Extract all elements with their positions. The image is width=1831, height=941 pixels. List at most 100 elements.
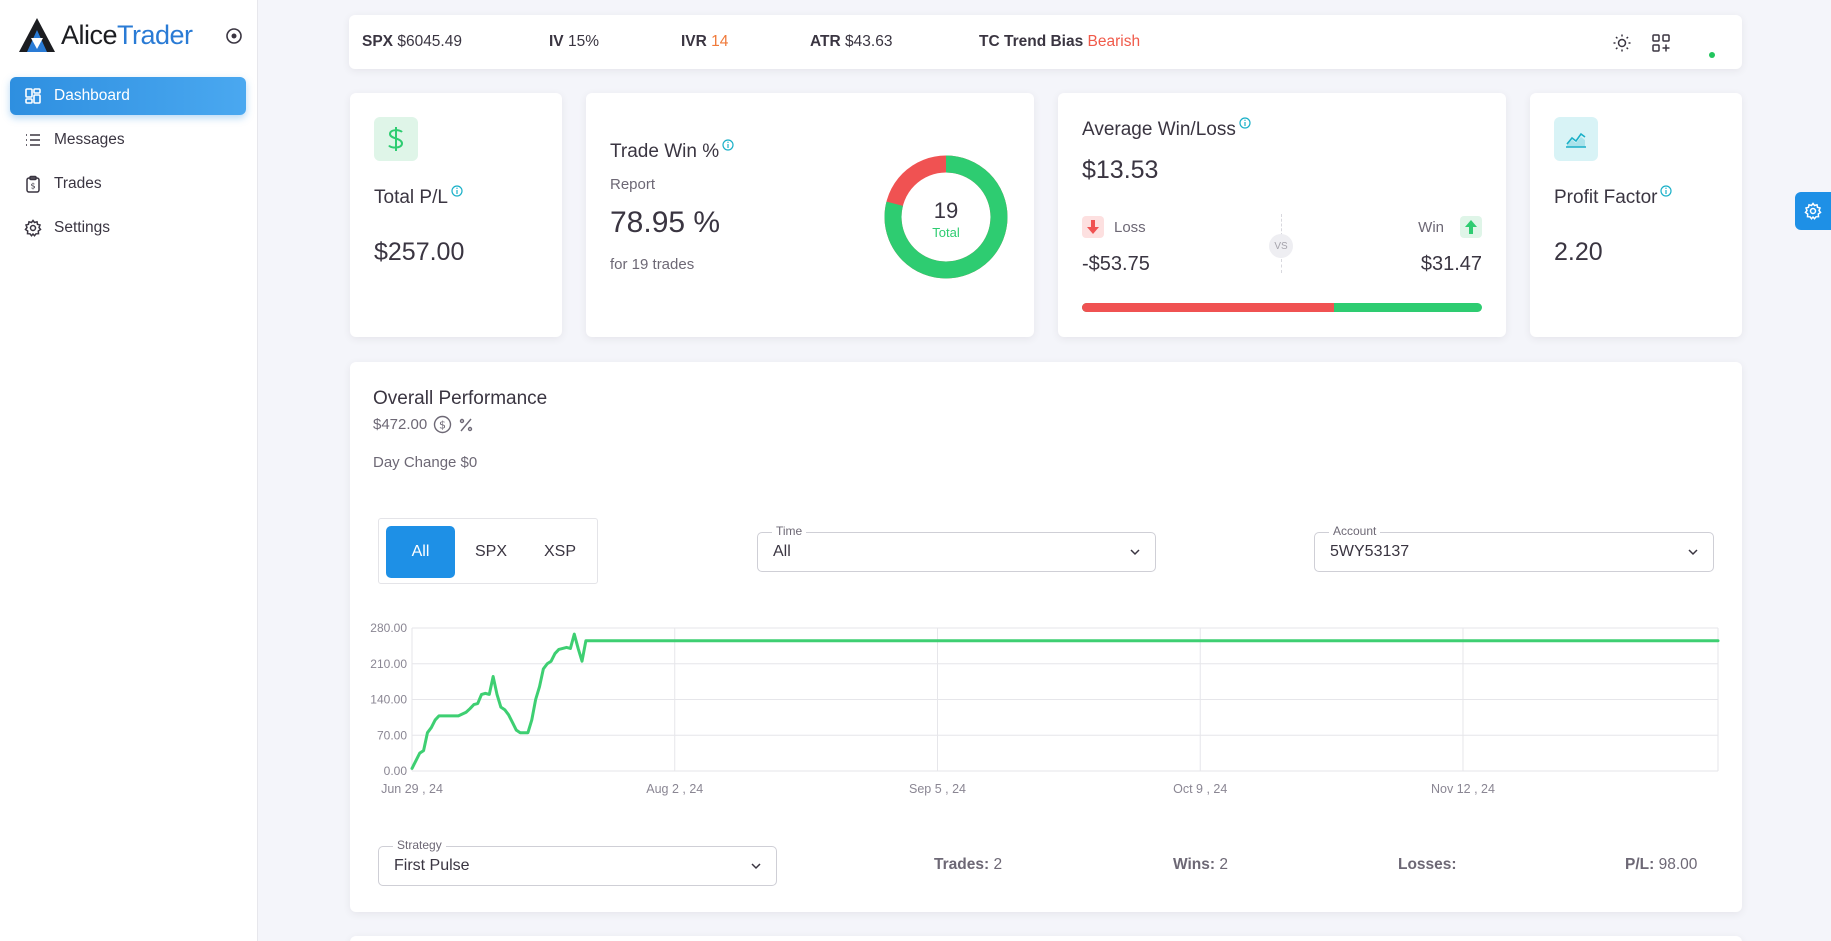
loss-portion xyxy=(1082,303,1334,312)
filter-spx-button[interactable]: SPX xyxy=(474,543,507,560)
sun-icon xyxy=(1613,34,1631,52)
strategy-select-value: First Pulse xyxy=(394,857,470,874)
pl-stat: P/L: 98.00 xyxy=(1625,856,1698,873)
trade-win-card: Trade Win % Report 78.95 % for 19 trades… xyxy=(586,93,1034,337)
area-chart-icon xyxy=(1566,132,1586,148)
profit-factor-value: 2.20 xyxy=(1554,238,1603,266)
avg-win-loss-title: Average Win/Loss xyxy=(1082,117,1251,141)
next-card-peek xyxy=(350,936,1742,941)
x-tick-label: Oct 9 , 24 xyxy=(1173,782,1227,796)
svg-text:$: $ xyxy=(30,182,35,191)
avg-win-loss-card: Average Win/Loss $13.53 Loss -$53.75 VS … xyxy=(1058,93,1506,337)
y-tick-label: 280.00 xyxy=(370,621,407,635)
logo-text-trader: Trader xyxy=(117,19,193,50)
svg-text:$: $ xyxy=(439,419,446,432)
sidebar-item-label: Trades xyxy=(54,175,102,192)
dollar-toggle-icon[interactable]: $ xyxy=(433,415,452,434)
sidebar-item-label: Settings xyxy=(54,219,111,236)
percent-toggle-icon[interactable] xyxy=(458,417,474,433)
profit-factor-title: Profit Factor xyxy=(1554,185,1673,209)
x-tick-label: Aug 2 , 24 xyxy=(646,782,703,796)
series-line xyxy=(410,632,1720,770)
win-arrow-tile xyxy=(1460,216,1482,238)
y-tick-label: 140.00 xyxy=(370,693,407,707)
x-tick-label: Sep 5 , 24 xyxy=(909,782,966,796)
trade-win-value: 78.95 % xyxy=(610,206,721,239)
win-loss-donut: 19 Total xyxy=(884,155,1008,279)
symbol-filter: All SPX XSP xyxy=(378,518,598,584)
dollar-icon xyxy=(388,127,404,151)
sidebar-item-messages[interactable]: Messages xyxy=(10,121,246,159)
apps-button[interactable] xyxy=(1650,32,1672,54)
time-select-value: All xyxy=(773,543,791,560)
total-pl-card: Total P/L $257.00 xyxy=(350,93,562,337)
arrow-up-icon xyxy=(1465,220,1477,234)
wins-stat: Wins: 2 xyxy=(1173,856,1228,873)
sidebar: AliceTrader Dashboard Messages $ Trades xyxy=(0,0,258,941)
x-tick-label: Nov 12 , 24 xyxy=(1431,782,1495,796)
chevron-down-icon xyxy=(751,863,761,870)
performance-value: $472.00 xyxy=(373,416,428,433)
vs-divider-bottom xyxy=(1281,259,1282,273)
performance-line-chart: 0.00 70.00 140.00 210.00 280.00 Jun 29 , 24 Au… xyxy=(370,621,1720,796)
arrow-down-icon xyxy=(1087,220,1099,234)
sidebar-item-settings[interactable]: Settings xyxy=(10,209,246,247)
trade-win-note: for 19 trades xyxy=(610,256,695,273)
strategy-select-label: Strategy xyxy=(393,838,446,852)
y-tick-label: 0.00 xyxy=(384,764,408,778)
loss-arrow-tile xyxy=(1082,216,1104,238)
donut-count: 19 xyxy=(934,198,958,223)
loss-label: Loss xyxy=(1114,219,1146,236)
time-select-label: Time xyxy=(772,524,807,538)
ticker-spx: SPX $6045.49 xyxy=(362,33,462,50)
losses-stat: Losses: xyxy=(1398,856,1457,873)
total-pl-title: Total P/L xyxy=(374,185,463,209)
x-tick-label: Jun 29 , 24 xyxy=(381,782,443,796)
vs-badge: VS xyxy=(1269,234,1293,258)
win-loss-ratio-bar xyxy=(1082,303,1482,312)
app-logo[interactable]: AliceTrader xyxy=(17,16,193,54)
sidebar-toggle-button[interactable] xyxy=(224,26,244,46)
gear-icon xyxy=(1804,202,1822,220)
filter-xsp-button[interactable]: XSP xyxy=(543,543,576,560)
apps-add-icon xyxy=(1652,34,1670,52)
market-ticker-bar: SPX $6045.49 IV 15% IVR 14 ATR $43.63 TC… xyxy=(349,15,1742,69)
trade-win-title: Trade Win % xyxy=(610,139,734,163)
win-label: Win xyxy=(1418,219,1444,236)
ticker-atr: ATR $43.63 xyxy=(810,33,893,50)
sidebar-item-dashboard[interactable]: Dashboard xyxy=(10,77,246,115)
ticker-ivr: IVR 14 xyxy=(681,33,729,50)
chart-tile xyxy=(1554,117,1598,161)
theme-toggle-button[interactable] xyxy=(1611,32,1633,54)
info-icon[interactable] xyxy=(451,185,463,197)
day-change: Day Change $0 xyxy=(373,454,478,471)
chevron-down-icon xyxy=(1688,549,1698,556)
account-select-value: 5WY53137 xyxy=(1330,543,1410,560)
filter-all-button[interactable]: All xyxy=(386,526,455,578)
dashboard-icon xyxy=(25,88,41,104)
dollar-tile xyxy=(374,117,418,161)
info-icon[interactable] xyxy=(1660,185,1673,197)
account-select-label: Account xyxy=(1329,524,1381,538)
account-select[interactable]: Account 5WY53137 xyxy=(1314,524,1714,572)
customizer-toggle-button[interactable] xyxy=(1795,192,1831,230)
sidebar-item-trades[interactable]: $ Trades xyxy=(10,165,246,203)
donut-win-arc xyxy=(884,155,1008,279)
logo-icon xyxy=(19,18,55,52)
profit-factor-card: Profit Factor 2.20 xyxy=(1530,93,1742,337)
total-pl-value: $257.00 xyxy=(374,238,465,266)
time-select[interactable]: Time All xyxy=(757,524,1156,572)
logo-text-alice: Alice xyxy=(61,19,118,50)
performance-title: Overall Performance xyxy=(373,388,548,409)
vs-divider-top xyxy=(1281,214,1282,236)
sidebar-nav: Dashboard Messages $ Trades Settings xyxy=(10,77,246,253)
ticker-trend-bias: TC Trend Bias Bearish xyxy=(979,33,1141,50)
strategy-select[interactable]: Strategy First Pulse xyxy=(378,838,777,886)
donut-label: Total xyxy=(932,225,960,240)
info-icon[interactable] xyxy=(722,139,734,151)
ticker-iv: IV 15% xyxy=(549,33,599,50)
sidebar-item-label: Messages xyxy=(54,131,125,148)
chevron-down-icon xyxy=(1130,549,1140,556)
info-icon[interactable] xyxy=(1239,117,1251,129)
radio-circle-icon xyxy=(226,28,242,44)
